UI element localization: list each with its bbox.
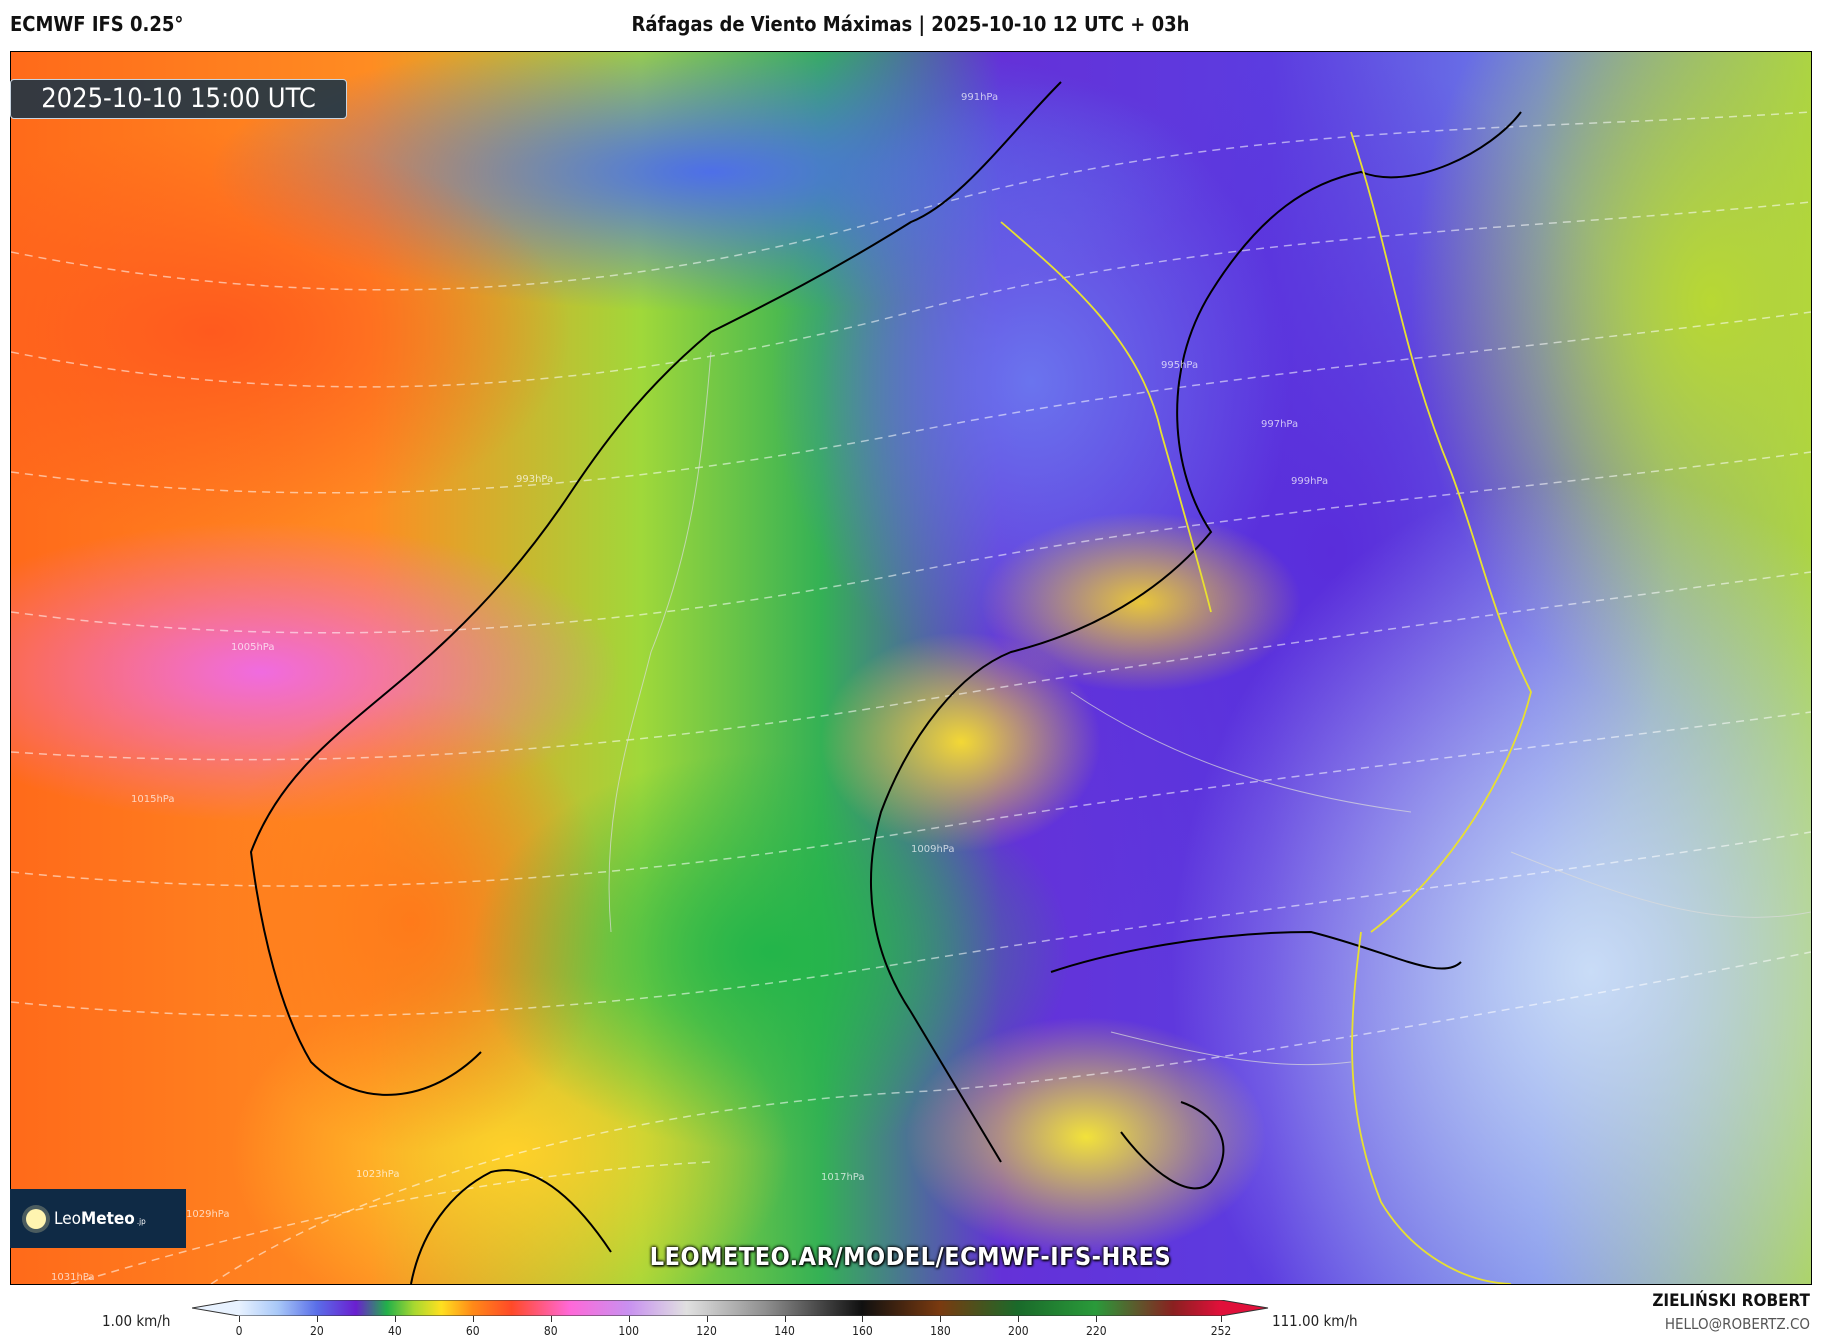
colorbar-tick-mark (628, 1316, 630, 1322)
admin-borders (608, 351, 1811, 1066)
colorbar-tick-mark (862, 1316, 864, 1322)
isobar-label: 991hPa (961, 92, 998, 103)
isobar-label: 1009hPa (911, 844, 955, 855)
isobar-label: 997hPa (1261, 419, 1298, 430)
isobar-label: 995hPa (1161, 360, 1198, 371)
borders (1000, 131, 1532, 1284)
colorbar-tick-label: 120 (696, 1324, 717, 1338)
colorbar (192, 1300, 1269, 1316)
watermark-url: LEOMETEO.AR/MODEL/ECMWF-IFS-HRES (649, 1242, 1172, 1271)
colorbar-tick-mark (940, 1316, 942, 1322)
map-overlay: 991hPa 995hPa 997hPa 999hPa 993hPa 1005h… (11, 81, 1811, 1284)
colorbar-max-label: 111.00 km/h (1272, 1312, 1358, 1330)
colorbar-tick-mark (784, 1316, 786, 1322)
leometeo-logo: LeoMeteo .jp (10, 1189, 186, 1248)
colorbar-tick-label: 200 (1008, 1324, 1029, 1338)
colorbar-tick-label: 20 (310, 1324, 324, 1338)
isobar-label: 1005hPa (231, 642, 275, 653)
author-email: HELLO@ROBERTZ.CO (1664, 1315, 1810, 1333)
colorbar-tick-mark (550, 1316, 552, 1322)
colorbar-tick-mark (706, 1316, 708, 1322)
isobar-label: 1031hPa (51, 1272, 95, 1283)
colorbar-tick-label: 220 (1085, 1324, 1107, 1338)
isobar-label: 993hPa (516, 474, 553, 485)
colorbar-tick-mark (316, 1316, 318, 1322)
colorbar-tick-mark (1018, 1316, 1020, 1322)
isobar-label: 999hPa (1291, 476, 1328, 487)
colorbar-tick-label: 100 (618, 1324, 639, 1338)
model-label: ECMWF IFS 0.25° (10, 12, 184, 36)
sun-icon (26, 1208, 46, 1229)
valid-time-badge: 2025-10-10 15:00 UTC (10, 79, 347, 119)
colorbar-tick-label: 180 (930, 1324, 951, 1338)
author-name: ZIELIŃSKI ROBERT (1652, 1291, 1810, 1311)
colorbar-tick-label: 160 (852, 1324, 873, 1338)
colorbar-tick-mark (1221, 1316, 1222, 1322)
colorbar-tick-label: 252 (1210, 1324, 1232, 1338)
coastline (249, 81, 1522, 1284)
colorbar-tick-mark (472, 1316, 474, 1322)
isobars (11, 111, 1811, 1284)
colorbar-tick-label: 80 (543, 1324, 558, 1338)
colorbar-tick-mark (1096, 1316, 1098, 1322)
colorbar-tick-mark (394, 1316, 396, 1322)
map-title: Ráfagas de Viento Máximas | 2025-10-10 1… (631, 12, 1190, 36)
colorbar-min-label: 1.00 km/h (102, 1312, 171, 1330)
colorbar-tick-label: 0 (235, 1324, 243, 1338)
isobar-label: 1023hPa (356, 1169, 400, 1180)
colorbar-bar (192, 1300, 1269, 1316)
isobar-label: 1017hPa (821, 1172, 865, 1183)
isobar-label: 1015hPa (131, 794, 175, 805)
colorbar-tick-label: 40 (387, 1324, 402, 1338)
isobar-label: 1029hPa (186, 1209, 230, 1220)
colorbar-tick-label: 60 (465, 1324, 480, 1338)
colorbar-tick-label: 140 (774, 1324, 795, 1338)
colorbar-tick-mark (239, 1316, 240, 1322)
wind-gust-map: 991hPa 995hPa 997hPa 999hPa 993hPa 1005h… (10, 51, 1812, 1285)
